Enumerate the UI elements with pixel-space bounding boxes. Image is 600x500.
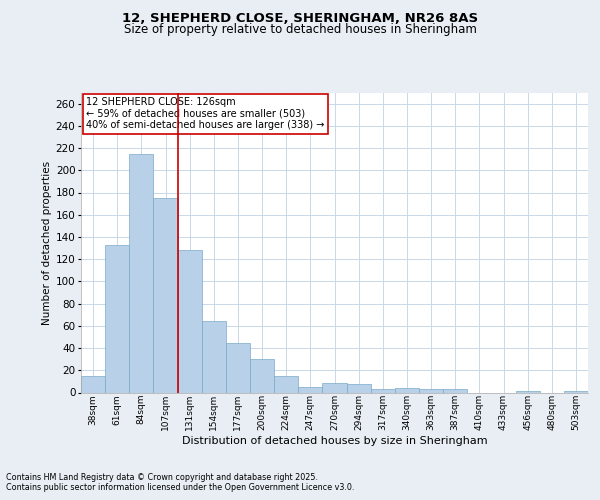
Text: Size of property relative to detached houses in Sheringham: Size of property relative to detached ho…	[124, 22, 476, 36]
Bar	[81, 376, 105, 392]
Bar	[250, 359, 274, 392]
X-axis label: Distribution of detached houses by size in Sheringham: Distribution of detached houses by size …	[182, 436, 487, 446]
Bar	[371, 389, 395, 392]
Bar	[443, 389, 467, 392]
Bar	[105, 244, 129, 392]
Text: 12, SHEPHERD CLOSE, SHERINGHAM, NR26 8AS: 12, SHEPHERD CLOSE, SHERINGHAM, NR26 8AS	[122, 12, 478, 26]
Bar	[178, 250, 202, 392]
Text: Contains public sector information licensed under the Open Government Licence v3: Contains public sector information licen…	[6, 484, 355, 492]
Bar	[274, 376, 298, 392]
Y-axis label: Number of detached properties: Number of detached properties	[41, 160, 52, 324]
Bar	[226, 342, 250, 392]
Bar	[347, 384, 371, 392]
Bar	[202, 322, 226, 392]
Bar	[322, 382, 347, 392]
Bar	[395, 388, 419, 392]
Bar	[154, 198, 178, 392]
Text: Contains HM Land Registry data © Crown copyright and database right 2025.: Contains HM Land Registry data © Crown c…	[6, 474, 318, 482]
Bar	[298, 387, 322, 392]
Bar	[419, 389, 443, 392]
Bar	[129, 154, 154, 392]
Text: 12 SHEPHERD CLOSE: 126sqm
← 59% of detached houses are smaller (503)
40% of semi: 12 SHEPHERD CLOSE: 126sqm ← 59% of detac…	[86, 97, 325, 130]
